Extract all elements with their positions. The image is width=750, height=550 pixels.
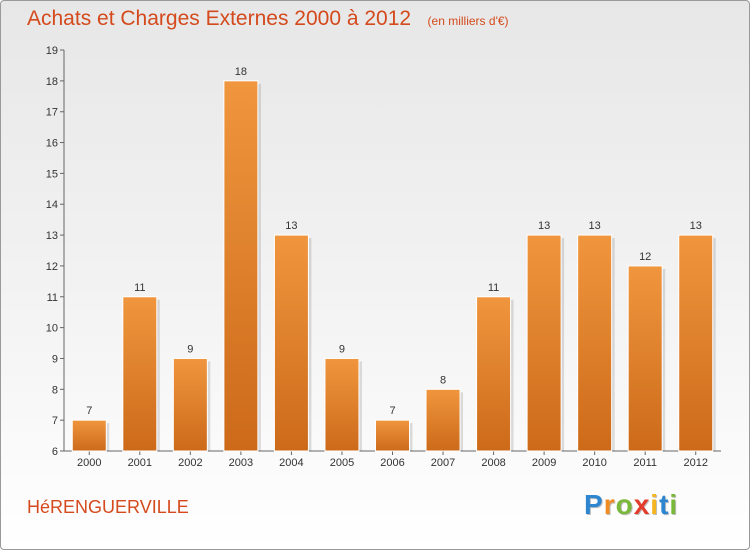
data-label: 11 bbox=[134, 282, 145, 294]
y-tick-label: 11 bbox=[47, 292, 58, 304]
y-tick-label: 6 bbox=[52, 446, 58, 458]
x-tick-label: 2001 bbox=[128, 457, 152, 469]
logo-letter: x bbox=[633, 489, 651, 520]
logo-letter: r bbox=[603, 489, 616, 520]
commune-name: HéRENGUERVILLE bbox=[27, 497, 189, 517]
bars bbox=[71, 80, 716, 452]
data-label: 8 bbox=[440, 374, 446, 386]
x-tick-label: 2009 bbox=[532, 457, 556, 469]
data-label: 11 bbox=[488, 282, 499, 294]
x-tick-label: 2010 bbox=[582, 457, 606, 469]
x-tick-label: 2007 bbox=[431, 457, 455, 469]
y-tick-label: 9 bbox=[52, 353, 58, 365]
bar bbox=[577, 234, 613, 452]
logo-letter: i bbox=[650, 489, 660, 520]
data-label: 13 bbox=[690, 220, 702, 232]
data-label: 13 bbox=[589, 220, 601, 232]
y-tick-label: 7 bbox=[52, 415, 58, 427]
y-tick-label: 8 bbox=[52, 384, 58, 396]
data-label: 18 bbox=[235, 66, 247, 78]
chart-title: Achats et Charges Externes 2000 à 2012 bbox=[27, 7, 412, 30]
bar bbox=[476, 296, 512, 452]
y-tick-label: 16 bbox=[46, 138, 58, 150]
x-tick-label: 2003 bbox=[229, 457, 253, 469]
y-tick-label: 12 bbox=[46, 261, 58, 273]
x-tick-label: 2005 bbox=[330, 457, 354, 469]
y-tick-label: 15 bbox=[46, 168, 58, 180]
y-tick-label: 17 bbox=[46, 107, 58, 119]
data-label: 13 bbox=[285, 220, 297, 232]
logo-letter: i bbox=[669, 489, 679, 520]
data-label: 12 bbox=[639, 251, 651, 263]
x-tick-label: 2002 bbox=[178, 457, 202, 469]
x-tick-label: 2006 bbox=[380, 457, 404, 469]
logo-letter: o bbox=[615, 489, 634, 520]
title-row: Achats et Charges Externes 2000 à 2012 (… bbox=[27, 7, 509, 31]
y-tick-label: 19 bbox=[46, 45, 58, 57]
data-label: 7 bbox=[389, 405, 395, 417]
bar bbox=[324, 357, 360, 452]
data-labels: 7 11 9 18 13 9 7 8 11 13 13 12 13 bbox=[86, 66, 702, 417]
bar bbox=[425, 388, 461, 452]
y-tick-label: 18 bbox=[46, 76, 58, 88]
chart-subtitle: (en milliers d'€) bbox=[427, 14, 509, 28]
x-tick-label: 2004 bbox=[279, 457, 303, 469]
bar bbox=[678, 234, 714, 452]
logo-letter: P bbox=[584, 489, 604, 520]
y-tick-label: 10 bbox=[46, 323, 58, 335]
data-label: 9 bbox=[339, 343, 345, 355]
bar bbox=[375, 419, 410, 452]
data-label: 13 bbox=[538, 220, 550, 232]
logo-letter: t bbox=[659, 489, 670, 520]
bar bbox=[627, 265, 663, 452]
bar bbox=[526, 234, 562, 452]
x-tick-label: 2012 bbox=[683, 457, 707, 469]
data-label: 9 bbox=[187, 343, 193, 355]
bar bbox=[71, 419, 107, 452]
bar bbox=[223, 80, 259, 452]
data-label: 7 bbox=[86, 405, 92, 417]
x-tick-label: 2000 bbox=[77, 457, 101, 469]
x-tick-label: 2011 bbox=[633, 457, 657, 469]
y-tick-label: 13 bbox=[46, 230, 58, 242]
bar bbox=[122, 296, 158, 452]
proxiti-logo: Proxiti bbox=[584, 489, 678, 521]
y-tick-label: 14 bbox=[46, 199, 58, 211]
bar bbox=[172, 357, 208, 452]
x-tick-label: 2008 bbox=[481, 457, 505, 469]
bar bbox=[273, 234, 309, 452]
